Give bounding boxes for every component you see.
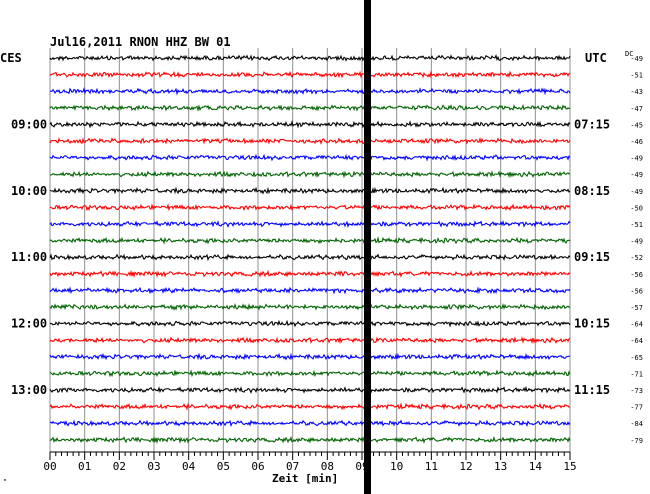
trace-row [49, 137, 571, 145]
trace-row [49, 369, 571, 378]
dc-offset-labels: -49 -51 -43 -47 -45 -46 -49 -49 -49 -50 -51 -49 -52 -… [630, 55, 643, 445]
dc-offset-value: -45 [630, 121, 643, 129]
dc-offset-value: -49 [630, 238, 643, 246]
dc-header-label: DC [625, 50, 634, 58]
trace-row [49, 352, 571, 361]
x-tick-label: 07 [286, 460, 299, 473]
x-tick-label: 14 [529, 460, 543, 473]
trace-row [49, 236, 571, 245]
right-time-label: 09:15 [574, 250, 610, 264]
dc-offset-value: -46 [630, 138, 643, 146]
dc-offset-value: -64 [630, 321, 643, 329]
dc-offset-value: -64 [630, 337, 643, 345]
dc-offset-value: -77 [630, 404, 643, 412]
right-time-label: 10:15 [574, 317, 610, 331]
x-tick-label: 05 [217, 460, 230, 473]
trace-row [49, 319, 571, 328]
dc-offset-value: -49 [630, 55, 643, 63]
x-tick-label: 08 [321, 460, 334, 473]
trace-row [49, 303, 571, 311]
left-time-label: 12:00 [11, 317, 47, 331]
trace-row [49, 119, 571, 129]
x-axis-label: Zeit [min] [272, 472, 339, 485]
trace-row [49, 385, 571, 395]
dc-offset-value: -79 [630, 437, 643, 445]
vertical-gridlines [49, 48, 571, 452]
trace-row [49, 186, 571, 195]
x-tick-label: 13 [494, 460, 507, 473]
trace-row [49, 86, 571, 96]
seismic-traces [49, 53, 571, 445]
x-tick-label: 06 [251, 460, 264, 473]
dc-offset-value: -84 [630, 420, 643, 428]
chart-title: Jul16,2011 RNON HHZ BW 01 [50, 35, 231, 49]
dc-offset-value: -49 [630, 188, 643, 196]
dc-offset-value: -56 [630, 287, 643, 295]
trace-row [49, 286, 571, 295]
dc-offset-value: -49 [630, 155, 643, 163]
dc-offset-value: -56 [630, 271, 643, 279]
dc-offset-value: -43 [630, 88, 643, 96]
trace-row [49, 203, 571, 212]
trace-row [49, 253, 571, 262]
left-time-label: 10:00 [11, 184, 47, 198]
dc-offset-value: -51 [630, 221, 643, 229]
x-tick-label: 00 [43, 460, 56, 473]
right-time-label: 07:15 [574, 117, 610, 131]
x-tick-label: 12 [459, 460, 472, 473]
x-tick-label: 04 [182, 460, 196, 473]
left-timezone-label: CES [0, 51, 22, 65]
trace-row [49, 419, 571, 428]
time-cursor-bar [364, 0, 371, 494]
right-timezone-label: UTC [585, 51, 607, 65]
trace-row [49, 153, 571, 162]
right-time-label: 11:15 [574, 383, 610, 397]
trace-row [49, 70, 571, 79]
time-labels: 09:00 10:00 11:00 12:00 13:00 07:15 08:15 09:15… [11, 117, 610, 397]
x-tick-label: 01 [78, 460, 91, 473]
trace-row [49, 170, 571, 179]
trace-row [49, 219, 571, 229]
dc-offset-value: -71 [630, 370, 643, 378]
x-axis: 00 01 02 03 04 05 06 07 08 09 10 11 12 13 14 15 [43, 451, 577, 473]
x-tick-label: 10 [390, 460, 403, 473]
trace-row [49, 402, 571, 411]
dc-offset-value: -65 [630, 354, 643, 362]
dc-offset-value: -49 [630, 171, 643, 179]
dc-offset-value: -73 [630, 387, 643, 395]
x-tick-label: 03 [147, 460, 160, 473]
trace-row [49, 435, 571, 445]
dc-offset-value: -51 [630, 72, 643, 80]
x-tick-label: 15 [563, 460, 576, 473]
trace-row [49, 269, 571, 279]
trace-row [49, 53, 571, 62]
dc-offset-value: -52 [630, 254, 643, 262]
trace-row [49, 104, 571, 112]
dc-offset-value: -57 [630, 304, 643, 312]
trace-row [49, 336, 571, 345]
left-time-label: 13:00 [11, 383, 47, 397]
left-time-label: 09:00 [11, 117, 47, 131]
dc-offset-value: -47 [630, 105, 643, 113]
corner-mark: " [3, 478, 8, 486]
left-time-label: 11:00 [11, 250, 47, 264]
right-time-label: 08:15 [574, 184, 610, 198]
x-tick-label: 11 [425, 460, 438, 473]
dc-offset-value: -50 [630, 204, 643, 212]
x-tick-label: 02 [113, 460, 126, 473]
